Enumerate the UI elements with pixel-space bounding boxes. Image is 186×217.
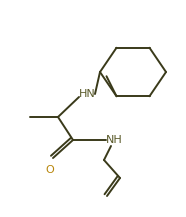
Text: HN: HN xyxy=(79,89,95,99)
Text: NH: NH xyxy=(106,135,122,145)
Text: O: O xyxy=(46,165,54,175)
